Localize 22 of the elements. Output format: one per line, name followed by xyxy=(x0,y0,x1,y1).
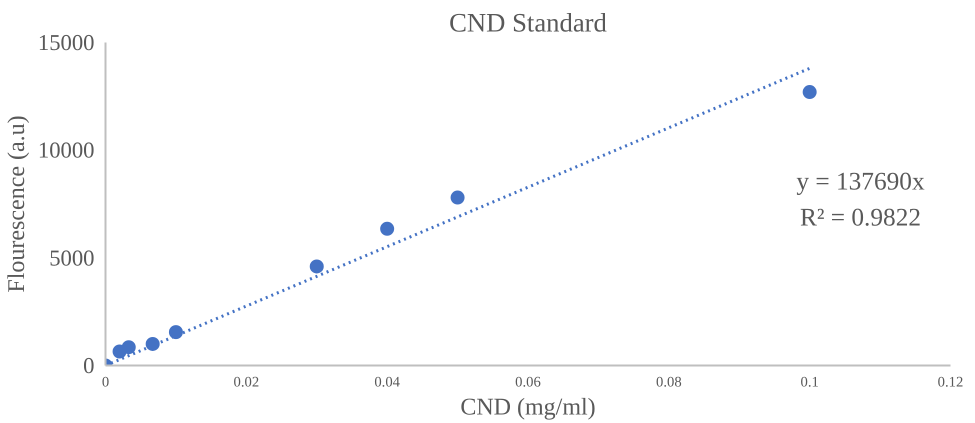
x-tick-label: 0.06 xyxy=(515,374,541,390)
x-tick-label: 0.12 xyxy=(938,374,964,390)
chart-title: CND Standard xyxy=(449,8,607,38)
x-tick-label: 0.08 xyxy=(656,374,682,390)
x-tick-label: 0 xyxy=(102,374,110,390)
x-tick-label: 0.04 xyxy=(374,374,401,390)
point xyxy=(146,336,160,351)
point xyxy=(310,259,324,274)
point xyxy=(802,85,817,100)
point xyxy=(168,325,183,340)
annotation: R² = 0.9822 xyxy=(800,204,922,232)
annotation: y = 137690x xyxy=(796,168,925,196)
y-tick-label: 5000 xyxy=(49,245,94,270)
x-tick-label: 0.02 xyxy=(234,374,260,390)
y-axis-title: Flourescence (a.u) xyxy=(4,115,30,293)
y-tick-label: 10000 xyxy=(38,138,94,163)
point xyxy=(380,222,394,236)
x-tick-label: 0.1 xyxy=(800,374,819,390)
y-tick-label: 15000 xyxy=(38,30,94,55)
point xyxy=(450,190,465,205)
point xyxy=(122,340,136,354)
x-axis-title: CND (mg/ml) xyxy=(460,394,596,420)
